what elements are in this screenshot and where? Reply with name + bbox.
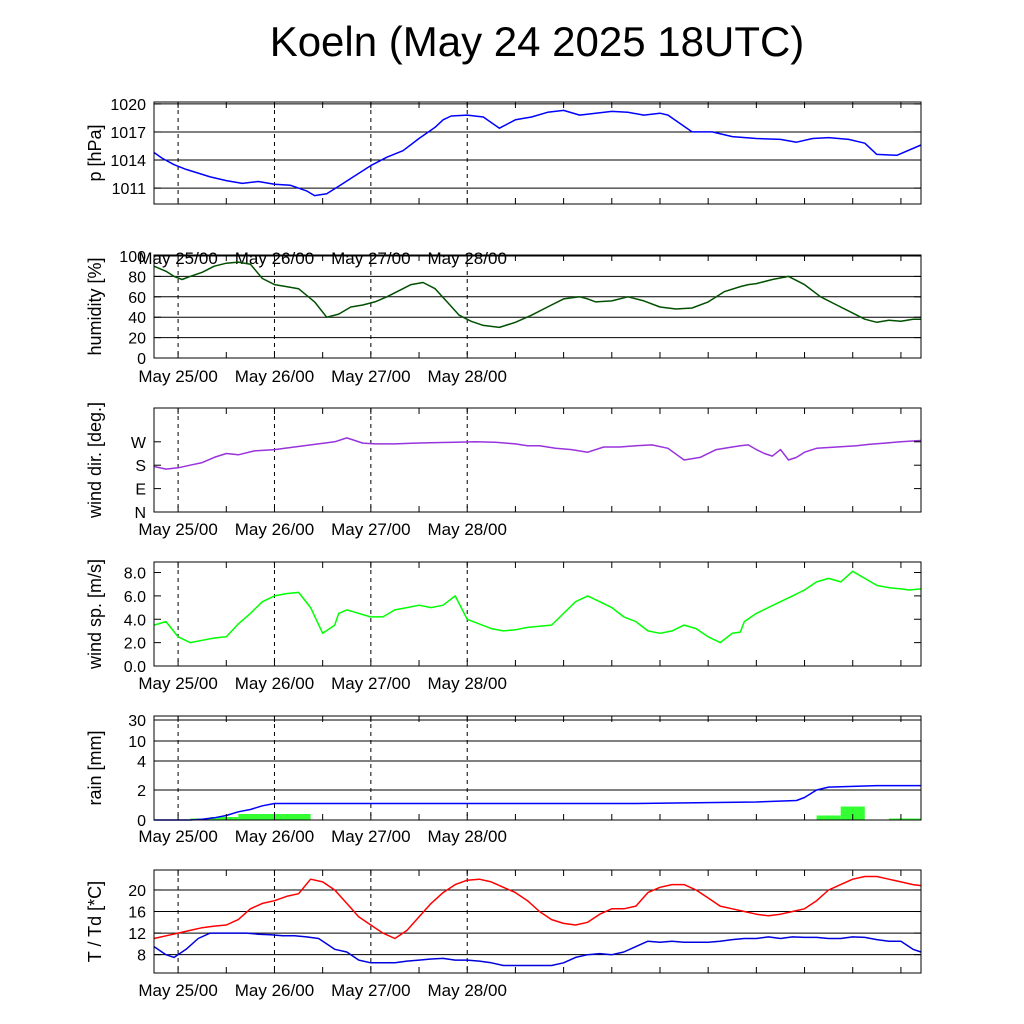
y-tick-label: N	[134, 505, 146, 522]
plot-frame	[153, 407, 922, 513]
y-tick-label: 0.0	[124, 659, 146, 676]
y-axis-title: p [hPa]	[85, 124, 105, 181]
y-tick-label: 1014	[110, 153, 146, 170]
rain-bar	[210, 817, 239, 820]
y-tick-label: 8	[137, 948, 146, 965]
y-tick-label: 12	[128, 926, 146, 943]
rain-bar	[840, 806, 865, 820]
y-tick-label: S	[135, 458, 146, 475]
x-tick-label: May 27/00	[331, 674, 410, 693]
y-tick-label: 2.0	[124, 636, 146, 653]
y-tick-label: 4	[137, 754, 146, 771]
x-tick-label: May 26/00	[235, 520, 314, 539]
plot-frame	[153, 715, 922, 821]
y-tick-label: 1017	[110, 125, 146, 142]
y-tick-label: W	[131, 435, 147, 452]
x-tick-label: May 28/00	[428, 520, 507, 539]
series-line-td	[153, 932, 922, 967]
x-tick-label: May 27/00	[331, 520, 410, 539]
x-tick-label: May 25/00	[138, 674, 217, 693]
chart-title: Koeln (May 24 2025 18UTC)	[269, 18, 805, 65]
series-line	[153, 570, 922, 644]
y-tick-label: 6.0	[124, 589, 146, 606]
x-tick-label: May 26/00	[235, 674, 314, 693]
series-line	[153, 261, 921, 329]
x-tick-label: May 28/00	[428, 367, 507, 386]
y-tick-label: 16	[128, 905, 146, 922]
rain-bar	[816, 815, 841, 820]
x-tick-label: May 25/00	[138, 981, 217, 1000]
x-tick-label: May 28/00	[428, 827, 507, 846]
rain-bar	[888, 818, 921, 820]
x-tick-label: May 26/00	[235, 981, 314, 1000]
y-tick-label: 30	[128, 713, 146, 730]
x-tick-label: May 25/00	[138, 520, 217, 539]
x-tick-label: May 27/00	[331, 981, 410, 1000]
x-tick-label: May 25/00	[138, 367, 217, 386]
x-tick-label: May 27/00	[331, 827, 410, 846]
y-tick-label: E	[135, 482, 146, 499]
y-tick-label: 1020	[110, 97, 146, 114]
x-tick-label: May 28/00	[428, 981, 507, 1000]
y-tick-label: 1011	[112, 181, 147, 198]
series-line	[154, 784, 921, 821]
y-tick-label: 60	[128, 290, 146, 307]
y-tick-label: 100	[119, 249, 146, 266]
y-axis-title: wind sp. [m/s]	[85, 559, 105, 670]
plot-frame	[153, 561, 922, 667]
y-tick-label: 10	[128, 734, 146, 751]
series-line	[153, 437, 922, 470]
y-tick-label: 0	[137, 813, 146, 830]
x-tick-label: May 28/00	[428, 674, 507, 693]
y-tick-label: 40	[128, 310, 146, 327]
series-line	[153, 109, 922, 197]
y-tick-label: 8.0	[124, 566, 146, 583]
plot-frame	[153, 869, 922, 974]
y-tick-label: 4.0	[124, 612, 146, 629]
y-axis-title: T / Td [*C]	[85, 881, 105, 962]
series-line-t	[153, 875, 922, 940]
y-axis-title: wind dir. [deg.]	[85, 402, 105, 519]
x-tick-label: May 26/00	[235, 827, 314, 846]
plot-frame	[153, 101, 922, 205]
x-tick-label: May 26/00	[235, 367, 314, 386]
y-tick-label: 80	[128, 269, 146, 286]
y-tick-label: 0	[137, 351, 146, 368]
x-tick-label: May 27/00	[331, 367, 410, 386]
y-axis-title: humidity [%]	[85, 257, 105, 355]
y-tick-label: 20	[128, 331, 146, 348]
plot-frame	[153, 254, 922, 359]
y-axis-title: rain [mm]	[85, 730, 105, 805]
x-tick-label: May 25/00	[138, 827, 217, 846]
y-tick-label: 2	[137, 783, 146, 800]
y-tick-label: 20	[128, 883, 146, 900]
